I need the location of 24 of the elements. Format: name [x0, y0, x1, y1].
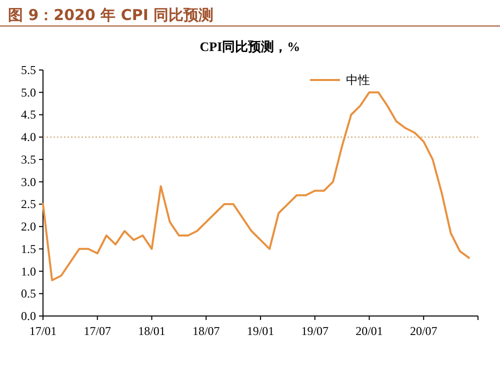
- x-tick-label: 19/07: [301, 324, 329, 338]
- x-tick-label: 18/01: [138, 324, 166, 338]
- y-tick-label: 4.0: [21, 130, 36, 144]
- y-tick-label: 0.5: [21, 286, 36, 301]
- y-tick-label: 1.0: [21, 264, 36, 278]
- x-tick-label: 18/07: [192, 324, 220, 338]
- x-tick-label: 17/07: [84, 324, 112, 338]
- y-tick-label: 0.0: [21, 309, 36, 323]
- x-tick-label: 17/01: [29, 324, 57, 338]
- y-tick-label: 1.5: [21, 242, 36, 256]
- y-tick-label: 5.0: [21, 85, 36, 100]
- legend: 中性: [310, 73, 370, 87]
- chart-title: 图 9：2020 年 CPI 同比预测: [8, 6, 214, 24]
- x-tick-label: 20/07: [410, 324, 438, 338]
- x-tick-label: 20/01: [356, 324, 383, 338]
- chart-subtitle: CPI同比预测，%: [200, 39, 300, 54]
- legend-label: 中性: [346, 73, 370, 87]
- y-tick-label: 3.0: [21, 174, 36, 189]
- y-tick-label: 2.5: [21, 197, 36, 212]
- y-tick-label: 3.5: [21, 152, 36, 166]
- x-tick-label: 19/01: [246, 324, 274, 338]
- y-tick-label: 4.5: [21, 108, 36, 122]
- y-tick-label: 5.5: [21, 63, 36, 77]
- y-tick-label: 2.0: [21, 220, 36, 234]
